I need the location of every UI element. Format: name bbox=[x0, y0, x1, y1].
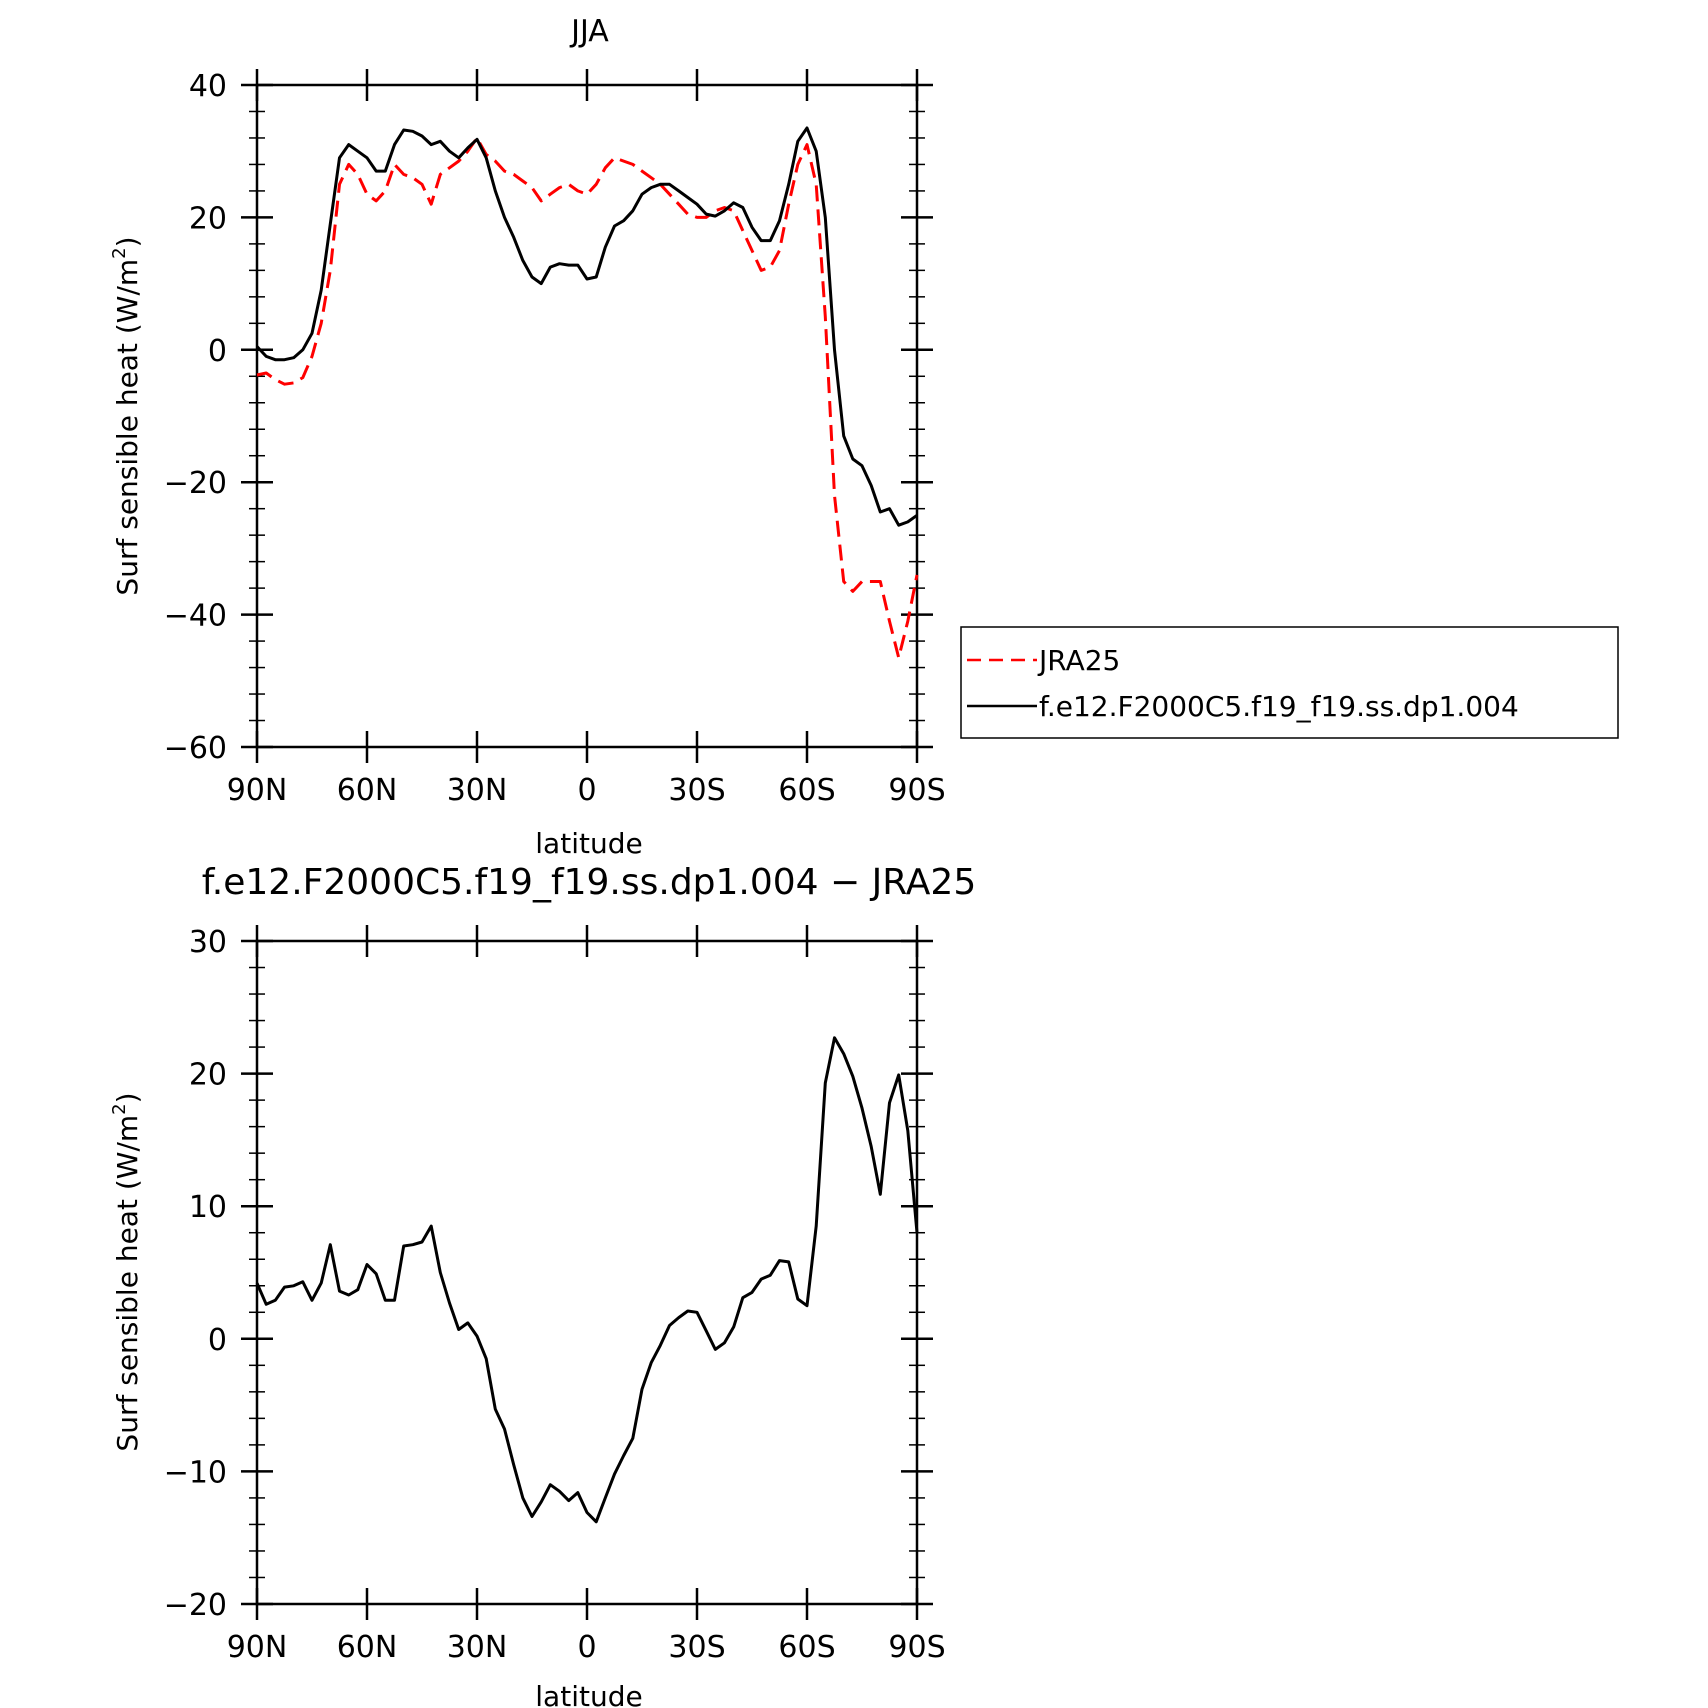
legend-label-jra25: JRA25 bbox=[1037, 644, 1120, 677]
chart-bottom-series bbox=[255, 1036, 919, 1524]
chart-top-y-tick-label: 20 bbox=[189, 201, 227, 236]
chart-bottom-x-tick-label: 0 bbox=[577, 1630, 596, 1665]
chart-top-x-tick-label: 60N bbox=[337, 773, 398, 808]
chart-top-x-tick-label: 0 bbox=[577, 773, 596, 808]
chart-bottom-y-tick-label: 20 bbox=[189, 1058, 227, 1093]
chart-bottom-y-tick-label: 30 bbox=[189, 925, 227, 960]
legend: JRA25 f.e12.F2000C5.f19_f19.ss.dp1.004 bbox=[960, 626, 1619, 739]
chart-bottom-x-tick-label: 90N bbox=[227, 1630, 288, 1665]
legend-label-model: f.e12.F2000C5.f19_f19.ss.dp1.004 bbox=[1039, 690, 1519, 723]
chart-bottom-x-tick-label: 90S bbox=[888, 1630, 945, 1665]
chart-top-y-axis-label-main: Surf sensible heat (W/m bbox=[111, 259, 144, 596]
chart-top-series-line-1 bbox=[256, 136, 919, 660]
chart-bottom-y-tick-labels: −20 −10 0 10 20 30 bbox=[164, 925, 227, 1623]
chart-top-x-tick-label: 90S bbox=[888, 773, 945, 808]
chart-bottom-title: f.e12.F2000C5.f19_f19.ss.dp1.004 − JRA25 bbox=[202, 862, 977, 903]
chart-top-ticks bbox=[241, 69, 933, 763]
chart-bottom-x-tick-labels: 90N 60N 30N 0 30S 60S 90S bbox=[227, 1630, 946, 1665]
chart-bottom-y-axis-label-main: Surf sensible heat (W/m bbox=[111, 1115, 144, 1452]
chart-bottom-y-axis-label: Surf sensible heat (W/m2) bbox=[109, 1092, 144, 1451]
chart-top-x-axis-label: latitude bbox=[535, 827, 642, 860]
chart-bottom-x-axis-label: latitude bbox=[535, 1680, 642, 1708]
chart-bottom-y-tick-label: −10 bbox=[164, 1455, 227, 1490]
chart-top-series bbox=[255, 126, 919, 660]
chart-top-y-tick-label: −40 bbox=[164, 599, 227, 634]
chart-top-y-axis-label-close: ) bbox=[111, 236, 144, 247]
chart-bottom-y-tick-label: −20 bbox=[164, 1588, 227, 1623]
chart-top-y-tick-label: 0 bbox=[208, 334, 227, 369]
chart-top-plot-frame bbox=[255, 83, 919, 749]
chart-top-y-tick-labels: −60 −40 −20 0 20 40 bbox=[164, 69, 227, 766]
chart-top-y-tick-label: −60 bbox=[164, 731, 227, 766]
chart-bottom-x-tick-label: 30N bbox=[447, 1630, 508, 1665]
chart-top-y-tick-label: 40 bbox=[189, 69, 227, 104]
chart-top-y-axis-label: Surf sensible heat (W/m2) bbox=[109, 236, 144, 595]
chart-bottom-x-tick-label: 60N bbox=[337, 1630, 398, 1665]
chart-bottom-plot-frame bbox=[255, 939, 919, 1606]
chart-bottom-series-line-1 bbox=[255, 1036, 919, 1524]
chart-top-x-tick-label: 30N bbox=[447, 773, 508, 808]
chart-top-x-tick-label: 90N bbox=[227, 773, 288, 808]
chart-bottom-x-tick-label: 30S bbox=[668, 1630, 725, 1665]
chart-top-series-line-2 bbox=[255, 126, 918, 527]
chart-top-x-tick-label: 60S bbox=[778, 773, 835, 808]
chart-bottom-y-tick-label: 0 bbox=[208, 1323, 227, 1358]
chart-top: JJA −60 −40 −20 0 20 40 90N 60N 30N 0 30S 60S 90S l… bbox=[109, 14, 1619, 860]
chart-bottom-y-tick-label: 10 bbox=[189, 1190, 227, 1225]
chart-top-x-tick-label: 30S bbox=[668, 773, 725, 808]
chart-top-y-tick-label: −20 bbox=[164, 466, 227, 501]
chart-top-y-axis-label-sup: 2 bbox=[109, 247, 130, 258]
chart-top-x-tick-labels: 90N 60N 30N 0 30S 60S 90S bbox=[227, 773, 946, 808]
chart-bottom-y-axis-label-sup: 2 bbox=[109, 1103, 130, 1114]
legend-box bbox=[960, 626, 1619, 739]
chart-bottom-ticks bbox=[241, 925, 933, 1620]
chart-bottom-x-tick-label: 60S bbox=[778, 1630, 835, 1665]
chart-bottom-y-axis-label-close: ) bbox=[111, 1092, 144, 1103]
chart-top-title: JJA bbox=[569, 14, 609, 49]
chart-bottom: f.e12.F2000C5.f19_f19.ss.dp1.004 − JRA25… bbox=[109, 862, 976, 1708]
